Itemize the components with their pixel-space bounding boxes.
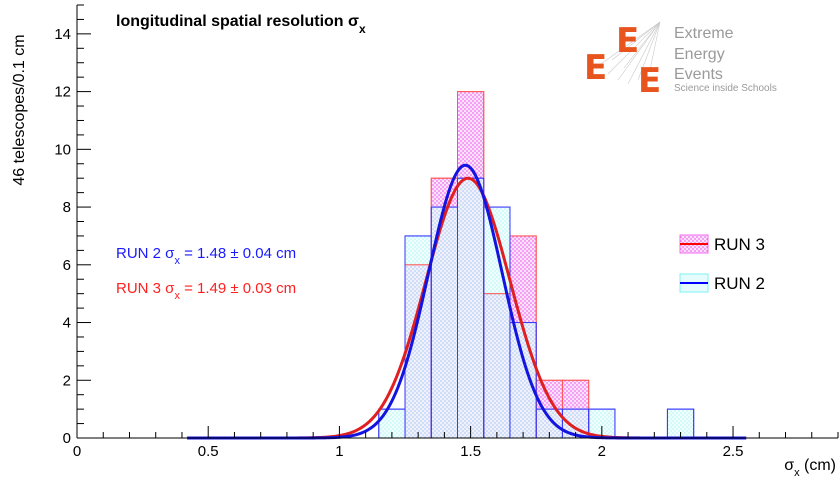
logo-e-mark-3: E bbox=[638, 61, 661, 101]
legend: RUN 3 RUN 2 bbox=[679, 234, 765, 293]
y-tick-label: 2 bbox=[63, 372, 71, 389]
run2-annotation: RUN 2 σx = 1.48 ± 0.04 cm bbox=[116, 245, 296, 267]
x-axis-title: σx (cm) bbox=[784, 457, 836, 479]
y-tick-label: 8 bbox=[63, 199, 71, 216]
y-tick-label: 6 bbox=[63, 257, 71, 274]
y-tick-label: 0 bbox=[63, 430, 71, 447]
x-tick-label: 1 bbox=[335, 443, 343, 460]
logo-rays bbox=[597, 21, 661, 85]
y-tick-label: 4 bbox=[63, 315, 71, 332]
y-axis-title: 46 telescopes/0.1 cm bbox=[11, 34, 28, 185]
bar-run-2-5 bbox=[509, 322, 537, 439]
x-tick-label: 1.5 bbox=[460, 443, 481, 460]
logo-word-extreme: Extreme bbox=[674, 25, 734, 42]
x-tick-label: 0.5 bbox=[198, 443, 219, 460]
legend-entry-run2: RUN 2 bbox=[679, 273, 765, 293]
histogram-bins bbox=[378, 91, 695, 439]
bar-run-2-3 bbox=[457, 177, 485, 439]
legend-label-run2: RUN 2 bbox=[714, 274, 765, 293]
run3-annotation: RUN 3 σx = 1.49 ± 0.03 cm bbox=[116, 280, 296, 302]
legend-entry-run3: RUN 3 bbox=[679, 234, 765, 254]
logo-word-energy: Energy bbox=[674, 46, 725, 63]
logo-e-mark-1: E bbox=[616, 21, 639, 61]
x-tick-label: 2 bbox=[598, 443, 606, 460]
bar-run-2-4 bbox=[483, 206, 511, 439]
logo-word-events: Events bbox=[674, 66, 723, 83]
logo-tagline: Science inside Schools bbox=[674, 83, 777, 94]
y-tick-label: 10 bbox=[54, 141, 71, 158]
y-tick-label: 14 bbox=[54, 26, 71, 43]
chart-title: longitudinal spatial resolution σx bbox=[116, 13, 366, 36]
y-tick-label: 12 bbox=[54, 84, 71, 101]
eee-logo: E E E Extreme Energy Events Science insi… bbox=[584, 21, 777, 101]
x-tick-label: 0 bbox=[73, 443, 81, 460]
x-tick-label: 2.5 bbox=[723, 443, 744, 460]
axes: 0 0.5 1 1.5 2 2.5 0 2 4 6 8 10 12 14 bbox=[54, 4, 839, 460]
logo-e-mark-2: E bbox=[584, 48, 607, 88]
legend-label-run3: RUN 3 bbox=[714, 235, 765, 254]
